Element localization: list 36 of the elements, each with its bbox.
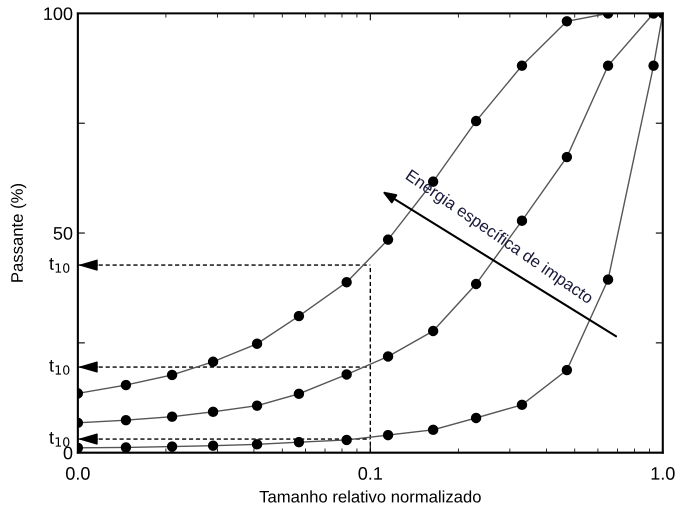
point xyxy=(341,369,352,380)
point xyxy=(428,424,438,436)
point xyxy=(602,60,614,71)
x-tick-label: 0.1 xyxy=(358,467,382,480)
x-tick-label: 0.0 xyxy=(66,467,90,480)
ref-line-label: t$_{10}$ xyxy=(49,432,70,447)
point xyxy=(516,60,528,71)
point xyxy=(252,400,262,411)
point xyxy=(382,234,394,245)
x-tick-label: 1.0 xyxy=(652,467,675,480)
point xyxy=(341,434,352,446)
point xyxy=(470,412,482,424)
point xyxy=(120,380,132,390)
ref-line-label: t$_{10}$ xyxy=(49,360,70,375)
point xyxy=(602,274,614,285)
point xyxy=(516,400,528,410)
point xyxy=(120,414,132,426)
point xyxy=(382,430,394,440)
point xyxy=(208,440,218,451)
point xyxy=(208,406,218,418)
ref-line-label: t$_{10}$ xyxy=(49,258,70,273)
point xyxy=(470,116,482,126)
point xyxy=(252,338,262,349)
point xyxy=(252,439,262,450)
point xyxy=(120,442,132,453)
point xyxy=(470,278,482,290)
point xyxy=(208,356,218,367)
point xyxy=(648,60,659,71)
y-tick-label: 100 xyxy=(44,7,72,20)
y-tick-label: 50 xyxy=(54,226,72,240)
x-axis-title: Tamanho relativo normalizado xyxy=(260,490,481,503)
point xyxy=(428,326,438,336)
point xyxy=(341,277,352,288)
y-tick-label: 0 xyxy=(64,446,72,460)
y-axis-title: Passante (%) xyxy=(10,184,26,282)
point xyxy=(382,351,394,362)
